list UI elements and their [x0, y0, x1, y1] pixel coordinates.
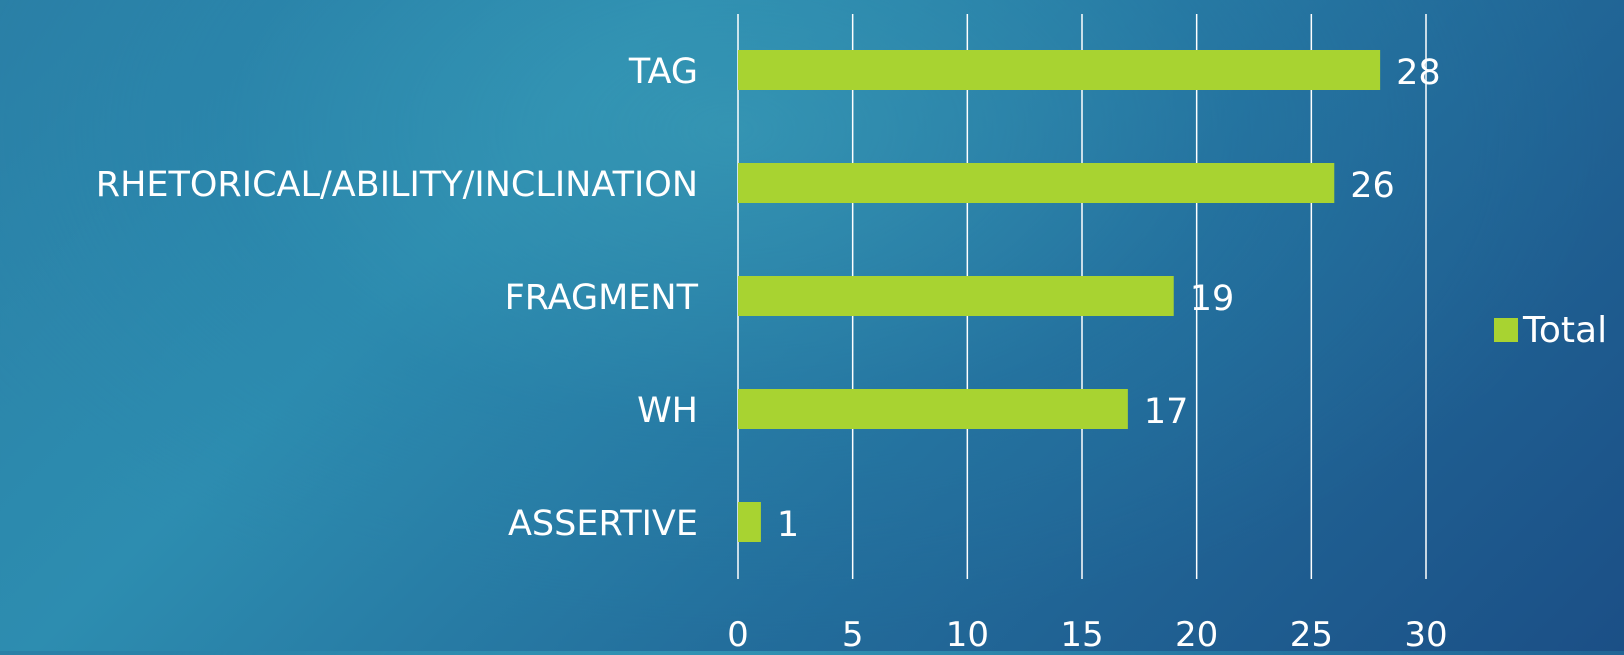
legend: Total [1494, 310, 1607, 351]
x-tick-label: 30 [1404, 615, 1447, 651]
x-tick-label: 0 [727, 615, 749, 651]
bar [738, 276, 1174, 316]
category-label: WH [637, 391, 698, 431]
category-label: FRAGMENT [505, 278, 699, 318]
category-label: TAG [628, 52, 698, 92]
bar [738, 163, 1335, 203]
data-label: 28 [1396, 53, 1441, 93]
category-label: RHETORICAL/ABILITY/INCLINATION [96, 165, 698, 205]
x-tick-label: 10 [946, 615, 989, 651]
legend-label: Total [1522, 310, 1607, 351]
bar [738, 389, 1128, 429]
x-tick-label: 5 [842, 615, 864, 651]
x-tick-label: 20 [1175, 615, 1218, 651]
data-label: 1 [777, 505, 799, 545]
x-tick-label: 25 [1290, 615, 1333, 651]
data-label: 17 [1144, 392, 1189, 432]
legend-swatch [1494, 318, 1518, 342]
labels: 0 5 10 15 20 25 30 TAG 28 RHETORICAL/ABILITY/INCL… [96, 52, 1448, 655]
category-label: ASSERTIVE [508, 504, 698, 544]
data-label: 19 [1190, 279, 1235, 319]
bars [738, 50, 1381, 542]
x-tick-label: 15 [1060, 615, 1103, 651]
data-label: 26 [1350, 166, 1395, 206]
bar [738, 502, 761, 542]
bar [738, 50, 1381, 90]
